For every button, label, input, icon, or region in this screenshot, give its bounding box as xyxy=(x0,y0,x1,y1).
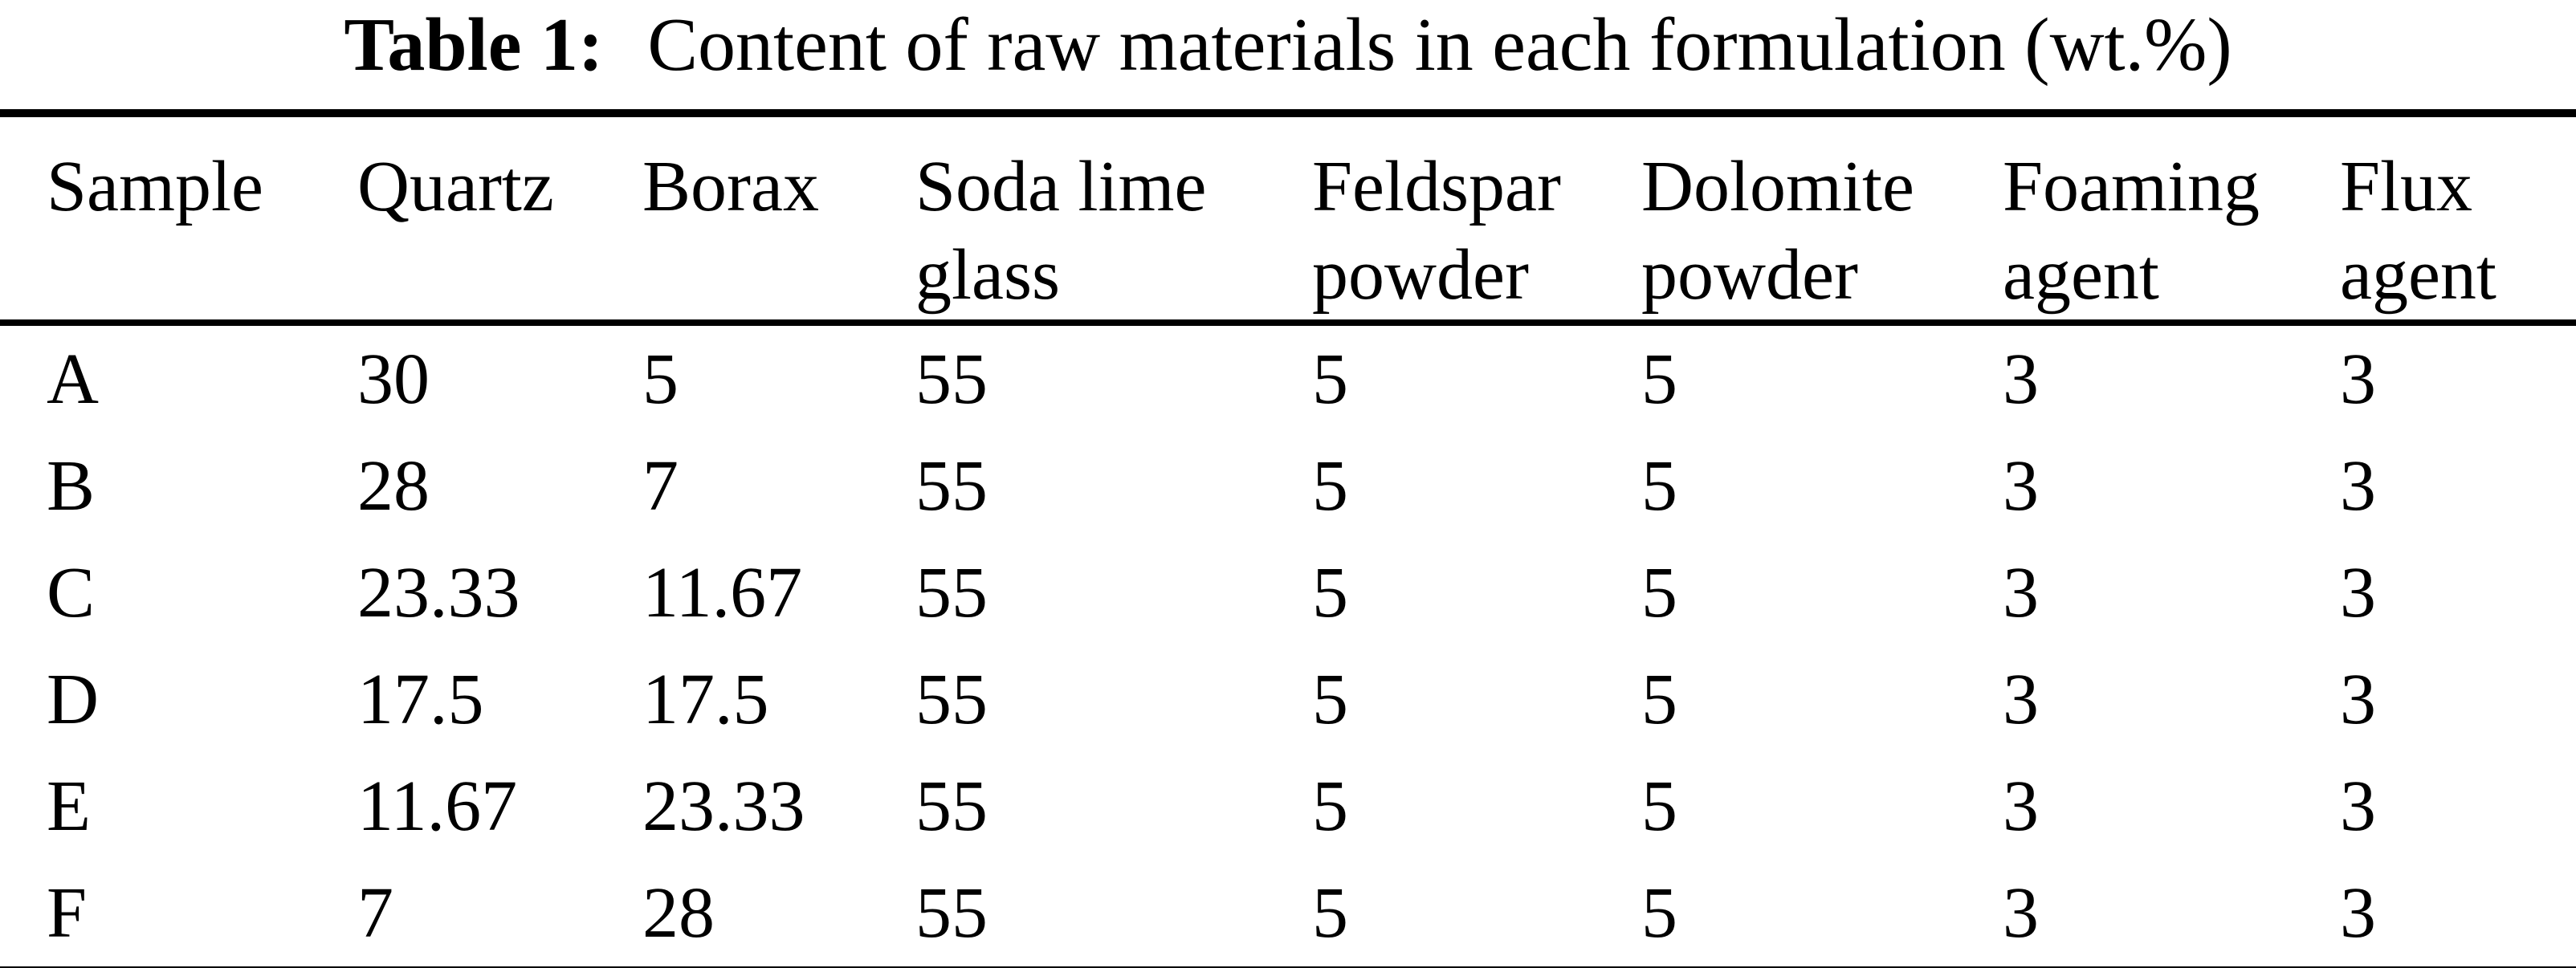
cell-foaming-agent: 3 xyxy=(2003,339,2039,419)
header-line: Foaming xyxy=(2003,147,2260,226)
cell-borax: 23.33 xyxy=(642,766,805,846)
cell-dolomite-powder: 5 xyxy=(1641,445,1677,526)
cell-foaming-agent: 3 xyxy=(2003,872,2039,953)
header-line: agent xyxy=(2340,234,2497,315)
table-row-C: C 23.33 11.67 55 5 5 3 3 xyxy=(0,539,2576,646)
table-caption-label: Table 1: xyxy=(344,3,604,87)
cell-borax: 11.67 xyxy=(642,552,803,632)
table-row-F: F 7 28 55 5 5 3 3 xyxy=(0,860,2576,968)
header-line: glass xyxy=(915,234,1060,315)
cell-flux-agent: 3 xyxy=(2340,339,2376,419)
formulation-table: Sample Quartz Borax Soda lime glass Feld… xyxy=(0,109,2576,968)
column-header-borax: Borax xyxy=(642,113,915,323)
cell-flux-agent: 3 xyxy=(2340,766,2376,846)
cell-borax: 7 xyxy=(642,445,679,526)
header-line: powder xyxy=(1641,234,1858,315)
header-line: agent xyxy=(2003,234,2159,315)
header-line: Sample xyxy=(47,147,263,226)
cell-soda-lime-glass: 55 xyxy=(915,659,988,739)
header-line: powder xyxy=(1312,234,1529,315)
column-header-flux-agent: Flux agent xyxy=(2340,113,2576,323)
cell-soda-lime-glass: 55 xyxy=(915,339,988,419)
cell-feldspar-powder: 5 xyxy=(1312,766,1348,846)
cell-flux-agent: 3 xyxy=(2340,872,2376,953)
column-header-quartz: Quartz xyxy=(357,113,642,323)
cell-sample: A xyxy=(47,339,99,419)
cell-dolomite-powder: 5 xyxy=(1641,659,1677,739)
header-line: Feldspar xyxy=(1312,147,1561,226)
cell-soda-lime-glass: 55 xyxy=(915,445,988,526)
column-header-sample: Sample xyxy=(0,113,357,323)
cell-dolomite-powder: 5 xyxy=(1641,339,1677,419)
cell-soda-lime-glass: 55 xyxy=(915,552,988,632)
table-row-E: E 11.67 23.33 55 5 5 3 3 xyxy=(0,753,2576,860)
cell-foaming-agent: 3 xyxy=(2003,766,2039,846)
cell-dolomite-powder: 5 xyxy=(1641,872,1677,953)
cell-foaming-agent: 3 xyxy=(2003,445,2039,526)
cell-feldspar-powder: 5 xyxy=(1312,872,1348,953)
cell-quartz: 28 xyxy=(357,445,430,526)
cell-dolomite-powder: 5 xyxy=(1641,766,1677,846)
header-line: Borax xyxy=(642,147,819,226)
cell-flux-agent: 3 xyxy=(2340,445,2376,526)
cell-soda-lime-glass: 55 xyxy=(915,872,988,953)
cell-foaming-agent: 3 xyxy=(2003,552,2039,632)
cell-quartz: 30 xyxy=(357,339,430,419)
cell-feldspar-powder: 5 xyxy=(1312,445,1348,526)
header-line: Dolomite xyxy=(1641,147,1914,226)
table-row-D: D 17.5 17.5 55 5 5 3 3 xyxy=(0,646,2576,753)
cell-sample: F xyxy=(47,872,88,953)
cell-soda-lime-glass: 55 xyxy=(915,766,988,846)
cell-feldspar-powder: 5 xyxy=(1312,552,1348,632)
cell-sample: D xyxy=(47,659,99,739)
cell-flux-agent: 3 xyxy=(2340,659,2376,739)
cell-sample: E xyxy=(47,766,91,846)
cell-feldspar-powder: 5 xyxy=(1312,339,1348,419)
cell-borax: 28 xyxy=(642,872,715,953)
column-header-dolomite-powder: Dolomite powder xyxy=(1641,113,2003,323)
cell-borax: 5 xyxy=(642,339,679,419)
column-header-foaming-agent: Foaming agent xyxy=(2003,113,2340,323)
cell-foaming-agent: 3 xyxy=(2003,659,2039,739)
cell-quartz: 11.67 xyxy=(357,766,518,846)
column-header-feldspar-powder: Feldspar powder xyxy=(1312,113,1641,323)
cell-sample: C xyxy=(47,552,96,632)
cell-sample: B xyxy=(47,445,96,526)
table-caption: Table 1: Content of raw materials in each… xyxy=(0,0,2576,109)
cell-quartz: 23.33 xyxy=(357,552,520,632)
cell-flux-agent: 3 xyxy=(2340,552,2376,632)
header-line: Flux xyxy=(2340,147,2473,226)
cell-borax: 17.5 xyxy=(642,659,769,739)
table-row-A: A 30 5 55 5 5 3 3 xyxy=(0,323,2576,433)
cell-quartz: 17.5 xyxy=(357,659,484,739)
header-line: Soda lime xyxy=(915,147,1207,226)
cell-quartz: 7 xyxy=(357,872,393,953)
cell-feldspar-powder: 5 xyxy=(1312,659,1348,739)
cell-dolomite-powder: 5 xyxy=(1641,552,1677,632)
table-caption-text: Content of raw materials in each formula… xyxy=(647,3,2232,87)
header-row: Sample Quartz Borax Soda lime glass Feld… xyxy=(0,113,2576,323)
table-row-B: B 28 7 55 5 5 3 3 xyxy=(0,433,2576,539)
column-header-soda-lime-glass: Soda lime glass xyxy=(915,113,1312,323)
header-line: Quartz xyxy=(357,147,554,226)
